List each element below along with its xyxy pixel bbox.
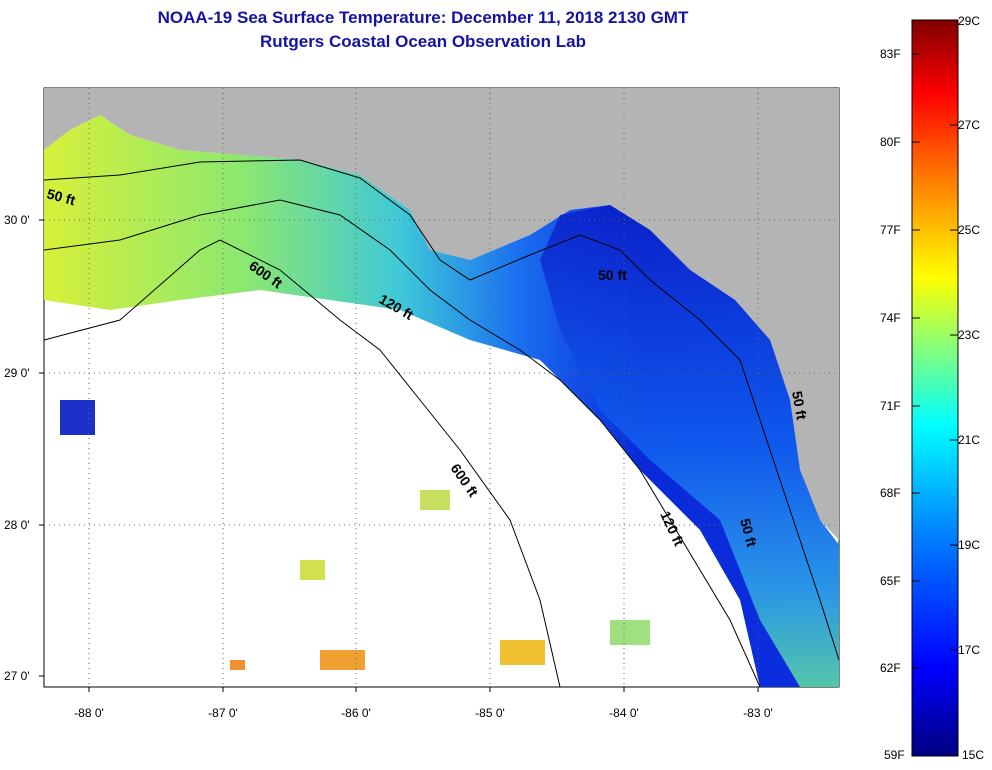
title-line-2: Rutgers Coastal Ocean Observation Lab xyxy=(260,32,586,51)
lon-label-87: -87 0' xyxy=(208,706,238,720)
contour-label-50ft-southeast: 50 ft xyxy=(737,517,760,549)
colorbar-label-c: 17C xyxy=(958,643,981,657)
east-shelf-water xyxy=(540,205,839,687)
colorbar-label-f: 68F xyxy=(880,486,901,500)
axis-ticks xyxy=(39,219,759,692)
title-line-1: NOAA-19 Sea Surface Temperature: Decembe… xyxy=(157,8,689,27)
lon-label-86: -86 0' xyxy=(341,706,371,720)
lat-label-27: 27 0' xyxy=(4,669,30,683)
colorbar-label-f: 83F xyxy=(880,47,901,61)
colorbar-label-c: 19C xyxy=(958,538,981,552)
contour-label-50ft-bigbend: 50 ft xyxy=(789,390,810,421)
colorbar-label-c: 25C xyxy=(958,223,981,237)
colorbar-label-f: 59F xyxy=(884,748,905,762)
colorbar-label-f: 65F xyxy=(880,574,901,588)
depth-contours xyxy=(44,159,839,687)
colorbar-label-c: 27C xyxy=(958,118,981,132)
colorbar-label-f: 80F xyxy=(880,135,901,149)
lat-label-28: 28 0' xyxy=(4,518,30,532)
lon-label-83: -83 0' xyxy=(743,706,773,720)
colorbar-label-c: 15C xyxy=(962,748,985,762)
lat-label-29: 29 0' xyxy=(4,366,30,380)
lon-label-84: -84 0' xyxy=(609,706,639,720)
contour-label-50ft-east: 50 ft xyxy=(598,267,627,283)
colorbar-label-c: 21C xyxy=(958,433,981,447)
colorbar-label-f: 71F xyxy=(880,399,901,413)
lat-label-30: 30 0' xyxy=(4,213,30,227)
offshore-patches xyxy=(60,400,650,670)
colorbar-label-f: 62F xyxy=(880,661,901,675)
lon-label-88: -88 0' xyxy=(74,706,104,720)
contour-label-50ft-west: 50 ft xyxy=(45,185,77,208)
colorbar-ticks xyxy=(912,53,958,669)
colorbar xyxy=(911,19,959,757)
land-mass xyxy=(44,88,839,540)
colorbar-label-c: 23C xyxy=(958,328,981,342)
colorbar-label-f: 77F xyxy=(880,223,901,237)
lon-label-85: -85 0' xyxy=(475,706,505,720)
colorbar-label-c: 29C xyxy=(958,14,981,28)
colorbar-label-f: 74F xyxy=(880,311,901,325)
